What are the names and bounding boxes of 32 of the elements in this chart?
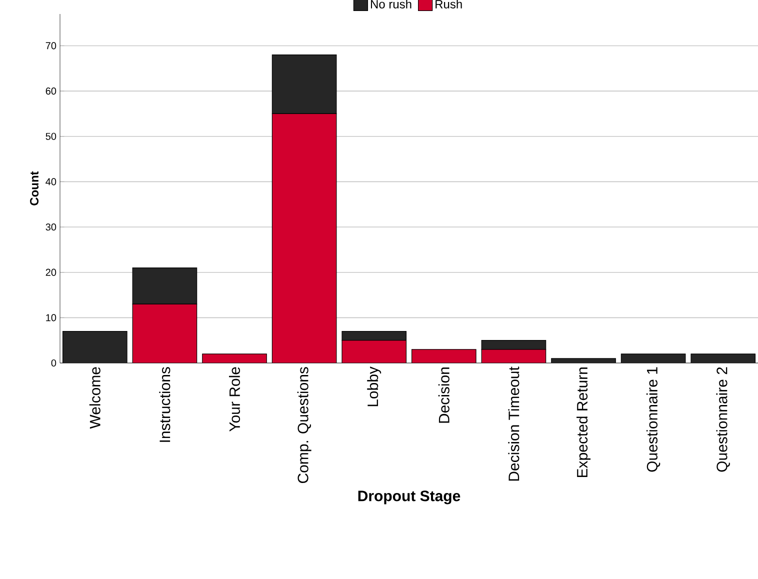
y-axis-title: Count <box>30 171 39 206</box>
x-tick-label: Questionnaire 2 <box>716 367 730 472</box>
bar <box>481 349 546 363</box>
bar <box>481 340 546 350</box>
bar <box>412 349 476 363</box>
y-tick-label: 20 <box>46 268 56 276</box>
x-tick-label: Comp. Questions <box>297 367 312 484</box>
y-tick-label: 0 <box>51 359 56 367</box>
x-axis-title: Dropout Stage <box>358 490 460 504</box>
y-tick-label: 70 <box>46 42 56 50</box>
y-tick-label: 10 <box>46 314 56 322</box>
y-tick-label: 30 <box>46 223 56 231</box>
x-tick-label: Decision <box>438 368 450 423</box>
bar <box>132 304 197 363</box>
x-tick-label: Questionnaire 1 <box>646 367 660 472</box>
bar <box>62 331 128 363</box>
x-tick-label: Your Role <box>228 367 240 432</box>
legend-label: Rush <box>436 0 462 8</box>
bar <box>342 340 406 363</box>
x-tick-label: Decision Timeout <box>508 366 520 481</box>
bar <box>272 54 337 114</box>
bar <box>342 330 407 341</box>
x-tick-label: Expected Return <box>576 368 590 478</box>
x-tick-label: Lobby <box>367 366 382 406</box>
y-tick-label: 60 <box>46 88 56 95</box>
bar <box>132 268 198 304</box>
y-tick-label: 40 <box>46 178 56 186</box>
bar <box>272 114 336 363</box>
y-tick-label: 50 <box>46 132 56 140</box>
legend-label: No rush <box>370 0 412 8</box>
x-tick-label: Welcome <box>89 367 100 429</box>
x-tick-label: Instructions <box>159 367 170 442</box>
